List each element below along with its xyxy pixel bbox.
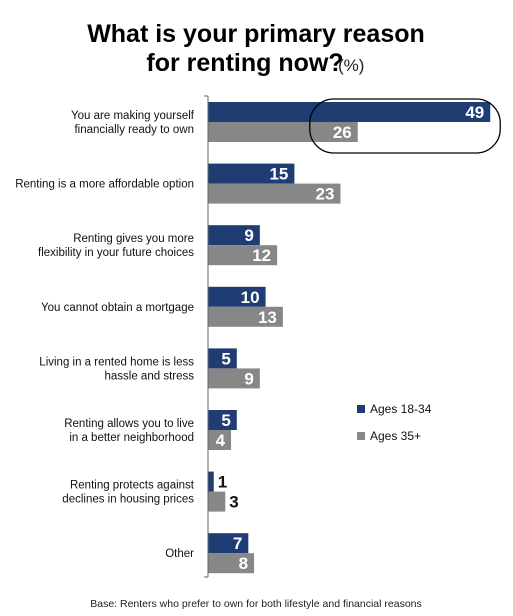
bar <box>208 553 255 574</box>
category-label: in a better neighborhood <box>69 432 194 444</box>
bar <box>208 286 266 307</box>
data-label: 23 <box>316 185 335 204</box>
bar <box>208 163 295 184</box>
category-label: Renting allows you to live <box>64 418 194 430</box>
bar <box>208 183 341 204</box>
data-label: 13 <box>258 308 277 327</box>
legend-label-35-plus: Ages 35+ <box>370 429 421 443</box>
bar <box>208 306 283 327</box>
category-label: You cannot obtain a mortgage <box>41 302 194 314</box>
legend: Ages 18-34 Ages 35+ <box>357 402 432 443</box>
category-label: Renting is a more affordable option <box>15 179 194 191</box>
bar <box>208 410 237 430</box>
bar <box>208 533 249 554</box>
category-label: financially ready to own <box>74 124 194 136</box>
highlight-oval <box>309 98 501 154</box>
data-label: 9 <box>244 369 253 388</box>
bar <box>208 430 232 450</box>
data-label: 5 <box>221 349 230 368</box>
category-label: declines in housing prices <box>62 494 194 506</box>
bar <box>208 368 260 389</box>
category-labels: You are making yourself financially ready… <box>15 110 195 560</box>
data-label: 49 <box>465 103 484 122</box>
bar <box>208 225 260 246</box>
bar <box>208 348 237 369</box>
data-label: 26 <box>333 123 352 142</box>
data-label: 10 <box>241 288 260 307</box>
category-label: Other <box>165 548 194 560</box>
data-label: 3 <box>229 493 238 512</box>
legend-swatch-35-plus <box>357 432 365 440</box>
chart-title-line1: What is your primary reason <box>87 20 425 48</box>
unit-label: (%) <box>338 56 364 75</box>
bar <box>208 471 214 492</box>
legend-label-18-34: Ages 18-34 <box>370 402 432 416</box>
category-label: Living in a rented home is less <box>39 356 194 368</box>
data-label: 15 <box>269 165 288 184</box>
bar <box>208 122 358 142</box>
bar <box>208 491 226 512</box>
bar <box>208 245 278 266</box>
category-label: flexibility in your future choices <box>38 247 194 259</box>
data-label: 7 <box>233 534 242 553</box>
data-label: 4 <box>216 431 226 450</box>
data-label: 9 <box>244 226 253 245</box>
bar <box>208 102 491 122</box>
category-label: Renting gives you more <box>73 233 194 245</box>
category-label: Renting protects against <box>70 480 195 492</box>
chart-title-line2: for renting now? <box>146 49 343 77</box>
data-label: 8 <box>239 554 248 573</box>
footnote: Base: Renters who prefer to own for both… <box>90 598 422 610</box>
category-label: You are making yourself <box>71 110 195 122</box>
legend-swatch-18-34 <box>357 405 365 413</box>
data-label: 1 <box>218 473 227 492</box>
data-label: 5 <box>221 411 230 430</box>
category-label: hassle and stress <box>105 370 195 382</box>
data-label: 12 <box>252 246 271 265</box>
